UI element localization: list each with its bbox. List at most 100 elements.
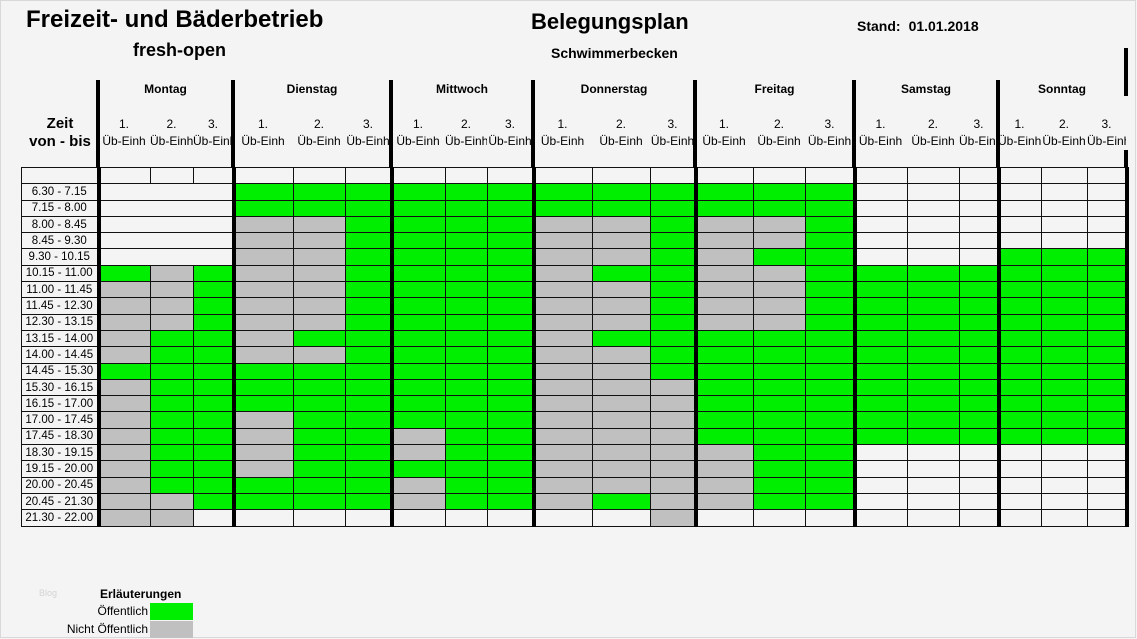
slot-cell-public[interactable] bbox=[1041, 297, 1088, 315]
slot-cell-free[interactable] bbox=[852, 183, 908, 201]
slot-cell-public[interactable] bbox=[96, 264, 151, 283]
slot-cell-free[interactable] bbox=[96, 183, 234, 201]
slot-cell-non-public[interactable] bbox=[592, 248, 651, 266]
slot-cell-public[interactable] bbox=[487, 199, 534, 217]
slot-cell-non-public[interactable] bbox=[753, 232, 806, 250]
slot-cell-public[interactable] bbox=[150, 346, 194, 364]
slot-cell-public[interactable] bbox=[852, 313, 908, 331]
slot-cell-non-public[interactable] bbox=[693, 313, 754, 331]
slot-cell-public[interactable] bbox=[1087, 248, 1129, 266]
slot-cell-public[interactable] bbox=[650, 199, 696, 217]
slot-cell-free[interactable] bbox=[1087, 444, 1129, 462]
slot-cell-public[interactable] bbox=[150, 329, 194, 348]
slot-cell-public[interactable] bbox=[345, 492, 392, 511]
slot-cell-public[interactable] bbox=[231, 476, 294, 494]
slot-cell-public[interactable] bbox=[753, 346, 806, 364]
slot-cell-public[interactable] bbox=[1087, 362, 1129, 380]
slot-cell-non-public[interactable] bbox=[231, 215, 294, 234]
slot-cell-public[interactable] bbox=[150, 362, 194, 380]
slot-cell-public[interactable] bbox=[487, 248, 534, 266]
slot-cell-non-public[interactable] bbox=[293, 313, 346, 331]
slot-cell-free[interactable] bbox=[907, 492, 960, 511]
slot-cell-public[interactable] bbox=[805, 281, 855, 299]
slot-cell-public[interactable] bbox=[907, 297, 960, 315]
slot-cell-non-public[interactable] bbox=[150, 264, 194, 283]
slot-cell-public[interactable] bbox=[1087, 264, 1129, 283]
slot-cell-public[interactable] bbox=[487, 460, 534, 478]
slot-cell-public[interactable] bbox=[805, 215, 855, 234]
slot-cell-free[interactable] bbox=[907, 476, 960, 494]
slot-cell-public[interactable] bbox=[293, 378, 346, 397]
slot-cell-public[interactable] bbox=[996, 281, 1042, 299]
slot-cell-public[interactable] bbox=[389, 313, 446, 331]
slot-cell-non-public[interactable] bbox=[592, 476, 651, 494]
slot-cell-public[interactable] bbox=[907, 427, 960, 446]
slot-cell-non-public[interactable] bbox=[389, 427, 446, 446]
slot-cell-public[interactable] bbox=[150, 444, 194, 462]
slot-cell-public[interactable] bbox=[389, 362, 446, 380]
slot-cell-public[interactable] bbox=[1087, 281, 1129, 299]
slot-cell-free[interactable] bbox=[1041, 509, 1088, 527]
slot-cell-public[interactable] bbox=[389, 264, 446, 283]
slot-cell-non-public[interactable] bbox=[231, 346, 294, 364]
slot-cell-public[interactable] bbox=[293, 444, 346, 462]
slot-cell-public[interactable] bbox=[1041, 362, 1088, 380]
slot-cell-non-public[interactable] bbox=[389, 444, 446, 462]
slot-cell-public[interactable] bbox=[445, 232, 488, 250]
slot-cell-public[interactable] bbox=[293, 362, 346, 380]
slot-cell-non-public[interactable] bbox=[293, 248, 346, 266]
slot-cell-free[interactable] bbox=[753, 509, 806, 527]
slot-cell-non-public[interactable] bbox=[96, 411, 151, 429]
slot-cell-public[interactable] bbox=[487, 427, 534, 446]
slot-cell-non-public[interactable] bbox=[531, 329, 593, 348]
slot-cell-public[interactable] bbox=[445, 492, 488, 511]
slot-cell-non-public[interactable] bbox=[531, 444, 593, 462]
slot-cell-public[interactable] bbox=[293, 460, 346, 478]
slot-cell-non-public[interactable] bbox=[592, 297, 651, 315]
slot-cell-free[interactable] bbox=[907, 215, 960, 234]
slot-cell-non-public[interactable] bbox=[650, 411, 696, 429]
slot-cell-public[interactable] bbox=[805, 395, 855, 413]
slot-cell-free[interactable] bbox=[996, 444, 1042, 462]
slot-cell-non-public[interactable] bbox=[96, 444, 151, 462]
slot-cell-free[interactable] bbox=[907, 460, 960, 478]
slot-cell-non-public[interactable] bbox=[650, 492, 696, 511]
slot-cell-free[interactable] bbox=[693, 509, 754, 527]
slot-cell-free[interactable] bbox=[1087, 460, 1129, 478]
slot-cell-free[interactable] bbox=[1041, 476, 1088, 494]
slot-cell-public[interactable] bbox=[996, 378, 1042, 397]
slot-cell-public[interactable] bbox=[907, 313, 960, 331]
slot-cell-public[interactable] bbox=[445, 281, 488, 299]
slot-cell-free[interactable] bbox=[996, 509, 1042, 527]
slot-cell-free[interactable] bbox=[1087, 232, 1129, 250]
slot-cell-free[interactable] bbox=[852, 460, 908, 478]
slot-cell-public[interactable] bbox=[96, 362, 151, 380]
slot-cell-free[interactable] bbox=[1087, 476, 1129, 494]
slot-cell-non-public[interactable] bbox=[150, 313, 194, 331]
slot-cell-public[interactable] bbox=[389, 460, 446, 478]
slot-cell-public[interactable] bbox=[852, 362, 908, 380]
slot-cell-public[interactable] bbox=[907, 329, 960, 348]
slot-cell-free[interactable] bbox=[293, 509, 346, 527]
slot-cell-non-public[interactable] bbox=[231, 297, 294, 315]
slot-cell-public[interactable] bbox=[293, 329, 346, 348]
slot-cell-public[interactable] bbox=[852, 411, 908, 429]
slot-cell-non-public[interactable] bbox=[96, 509, 151, 527]
slot-cell-public[interactable] bbox=[445, 476, 488, 494]
slot-cell-free[interactable] bbox=[1041, 215, 1088, 234]
slot-cell-public[interactable] bbox=[193, 427, 234, 446]
slot-cell-non-public[interactable] bbox=[693, 460, 754, 478]
slot-cell-non-public[interactable] bbox=[693, 215, 754, 234]
slot-cell-public[interactable] bbox=[1087, 313, 1129, 331]
slot-cell-public[interactable] bbox=[1087, 378, 1129, 397]
slot-cell-non-public[interactable] bbox=[96, 492, 151, 511]
slot-cell-free[interactable] bbox=[959, 460, 999, 478]
slot-cell-non-public[interactable] bbox=[592, 313, 651, 331]
slot-cell-public[interactable] bbox=[805, 444, 855, 462]
slot-cell-non-public[interactable] bbox=[531, 378, 593, 397]
slot-cell-public[interactable] bbox=[907, 264, 960, 283]
slot-cell-public[interactable] bbox=[389, 215, 446, 234]
slot-cell-public[interactable] bbox=[996, 329, 1042, 348]
slot-cell-public[interactable] bbox=[193, 395, 234, 413]
slot-cell-public[interactable] bbox=[1041, 378, 1088, 397]
